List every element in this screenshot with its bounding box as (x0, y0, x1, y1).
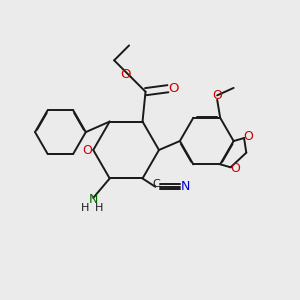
Text: O: O (212, 89, 222, 102)
Text: H: H (81, 203, 89, 213)
Text: O: O (230, 162, 240, 175)
Text: O: O (82, 143, 92, 157)
Text: H: H (94, 203, 103, 213)
Text: O: O (169, 82, 179, 94)
Text: N: N (181, 180, 190, 193)
Text: N: N (88, 193, 98, 206)
Text: O: O (244, 130, 254, 143)
Text: O: O (120, 68, 130, 81)
Text: C: C (153, 178, 160, 188)
